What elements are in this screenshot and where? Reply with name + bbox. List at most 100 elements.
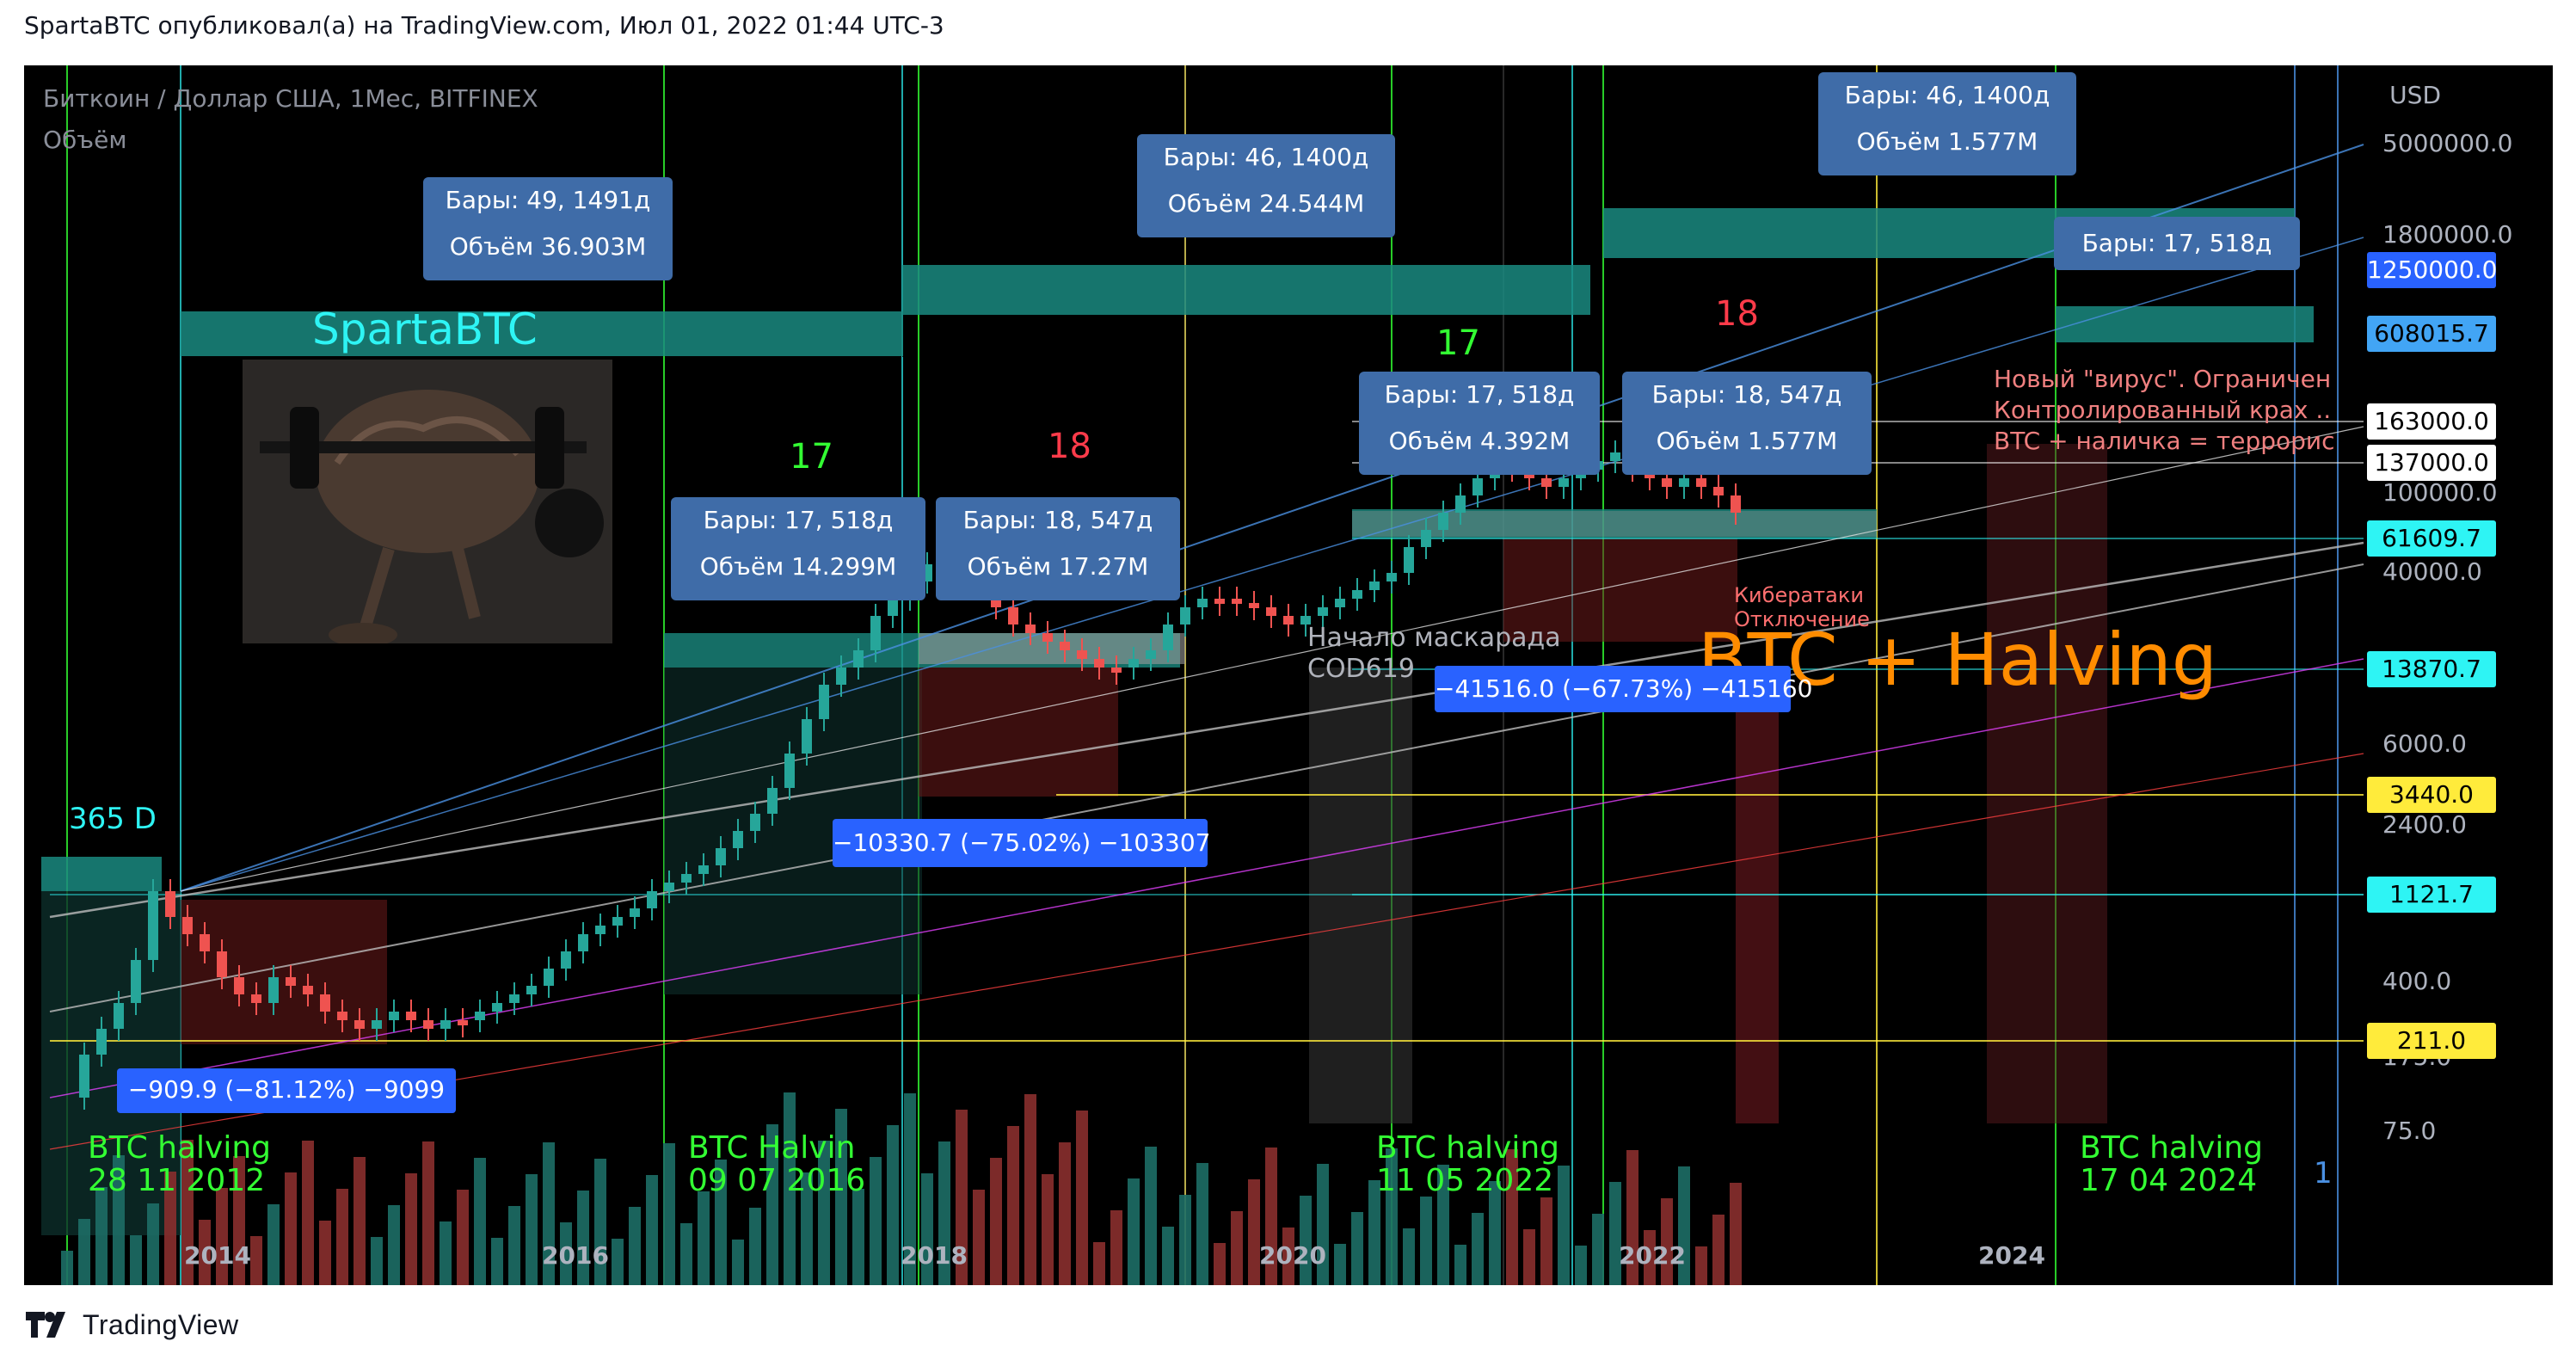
volume-bar-91 [1626,1150,1638,1285]
candle-body-97 [1731,495,1741,513]
price-tick-0: 5000000.0 [2382,129,2513,157]
candle-body-46 [853,650,864,668]
time-tick-2020: 2020 [1259,1241,1326,1270]
volume-bar-94 [1678,1166,1690,1285]
price-tag-1[interactable]: 608015.7 [2367,316,2496,352]
volume-bar-37 [698,1191,710,1285]
zone-band-1 [181,311,903,356]
volume-bar-44 [818,1141,830,1285]
price-tag-8[interactable]: 211.0 [2367,1023,2496,1059]
volume-bar-78 [1403,1228,1415,1285]
candle-body-29 [561,951,571,969]
drawdown-zone-1 [181,900,387,1044]
candle-body-69 [1249,603,1259,608]
trend-line-1 [49,563,2364,1012]
volume-bar-81 [1454,1245,1466,1285]
volume-bar-62 [1128,1178,1140,1285]
candle-body-74 [1335,599,1345,607]
measure-box-1[interactable]: Бары: 49, 1491д Объём 36.903M [423,177,673,280]
volume-bar-43 [801,1172,813,1285]
volume-bar-61 [1110,1210,1122,1285]
price-tag-7[interactable]: 1121.7 [2367,877,2496,913]
volume-bar-9 [216,1188,228,1285]
halving-4-title: BTC halving [2080,1130,2264,1166]
price-tag-2[interactable]: 163000.0 [2367,403,2496,440]
volume-bar-14 [302,1141,314,1285]
price-tag-6[interactable]: 3440.0 [2367,777,2496,813]
candle-body-15 [320,994,330,1012]
candle-body-57 [1042,633,1053,642]
drawdown-label-3[interactable]: −41516.0 (−67.73%) −415160 [1435,666,1812,712]
volume-bar-7 [181,1140,194,1285]
measure-box-6[interactable]: Бары: 18, 547д Объём 1.577M [1622,372,1872,475]
drawdown-label-2[interactable]: −10330.7 (−75.02%) −103307 [833,819,1210,867]
candle-body-65 [1180,607,1190,625]
volume-bar-76 [1368,1180,1380,1285]
time-tick-2018: 2018 [901,1241,968,1270]
volume-bar-42 [784,1092,796,1285]
volume-bar-67 [1214,1243,1226,1285]
volume-bar-77 [1386,1148,1398,1285]
halving-label-4: BTC halving 17 04 2024 [2080,1132,2263,1197]
drawdown-label-1[interactable]: −909.9 (−81.12%) −9099 [117,1068,456,1113]
chart-pane[interactable]: Биткоин / Доллар США, 1Мес, BITFINEX Объ… [24,65,2553,1285]
candle-body-6 [165,891,175,917]
volume-bar-68 [1231,1211,1243,1285]
note-virus: Новый "вирус". Ограничен [1994,365,2332,393]
candle-body-8 [200,934,210,951]
time-tick-2024: 2024 [1978,1241,2045,1270]
price-tag-4[interactable]: 61609.7 [2367,520,2496,557]
measure-box-3[interactable]: Бары: 18, 547д Объём 17.27M [936,497,1180,600]
symbol-title[interactable]: Биткоин / Доллар США, 1Мес, BITFINEX [43,84,538,113]
candle-body-90 [1610,452,1620,461]
drawdown-zone-3 [1503,538,1737,642]
candle-body-66 [1197,599,1208,607]
halving-4-date: 17 04 2024 [2080,1163,2258,1198]
halving-label-1: BTC halving 28 11 2012 [88,1132,271,1197]
halving-label-2: BTC Halvin 09 07 2016 [688,1132,865,1197]
volume-bar-26 [508,1206,520,1285]
volume-title[interactable]: Объём [43,126,127,154]
candle-body-34 [647,891,657,908]
volume-bar-38 [715,1160,727,1285]
volume-bar-0 [61,1251,73,1285]
candle-body-47 [870,616,881,650]
volume-bar-39 [732,1240,744,1285]
price-tag-3[interactable]: 137000.0 [2367,445,2496,481]
candle-body-77 [1386,573,1397,581]
measure-box-2[interactable]: Бары: 17, 518д Объём 14.299M [671,497,925,600]
candle-body-68 [1232,599,1242,604]
measure-box-4-volume: Объём 24.544M [1167,189,1365,218]
measure-box-1-volume: Объём 36.903M [449,232,647,261]
measure-box-7-bars: Бары: 46, 1400д [1844,81,2050,109]
measure-box-3-bars: Бары: 18, 547д [962,506,1153,534]
currency-label: USD [2389,81,2441,109]
projection-col-2 [1736,668,1779,1123]
measure-box-4[interactable]: Бары: 46, 1400д Объём 24.544M [1137,134,1395,237]
volume-bar-54 [990,1158,1002,1285]
volume-bar-82 [1472,1213,1484,1285]
volume-bar-41 [766,1124,778,1285]
volume-bar-3 [113,1155,125,1285]
candle-body-93 [1662,478,1672,487]
volume-bar-19 [388,1205,400,1285]
candle-body-87 [1559,478,1569,487]
measure-box-5[interactable]: Бары: 17, 518д Объём 4.392M [1359,372,1600,475]
chart-canvas[interactable] [24,65,2553,1285]
projection-col-3 [1987,444,2107,1123]
halving-label-3: BTC halving 11 05 2022 [1376,1132,1559,1197]
price-tick-7: 400.0 [2382,967,2452,995]
volume-bar-87 [1558,1166,1570,1285]
candle-body-25 [492,1003,502,1012]
zone-band-3 [902,265,1590,315]
measure-box-5-bars: Бары: 17, 518д [1384,380,1575,409]
volume-bar-90 [1609,1182,1621,1285]
price-tag-0[interactable]: 1250000.0 [2367,252,2497,288]
price-tag-5[interactable]: 13870.7 [2367,651,2496,687]
candle-body-61 [1111,668,1122,673]
volume-bar-32 [612,1239,624,1285]
measure-box-7[interactable]: Бары: 46, 1400д Объём 1.577M [1818,72,2076,175]
measure-box-8[interactable]: Бары: 17, 518д [2054,217,2300,270]
candle-body-71 [1283,616,1294,625]
volume-bar-46 [852,1189,864,1285]
